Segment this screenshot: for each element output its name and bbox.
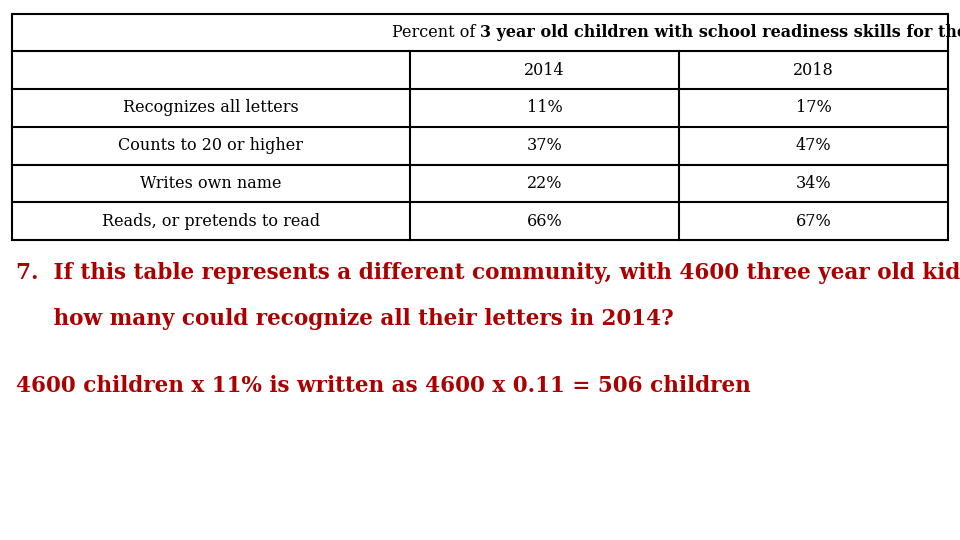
Text: Counts to 20 or higher: Counts to 20 or higher (118, 137, 303, 154)
Text: 34%: 34% (796, 175, 831, 192)
Text: Reads, or pretends to read: Reads, or pretends to read (102, 213, 320, 230)
Text: 4600 children x 11% is written as 4600 x 0.11 = 506 children: 4600 children x 11% is written as 4600 x… (16, 375, 751, 397)
Text: Writes own name: Writes own name (140, 175, 281, 192)
Text: Recognizes all letters: Recognizes all letters (123, 99, 299, 117)
Text: how many could recognize all their letters in 2014?: how many could recognize all their lette… (16, 308, 674, 330)
Text: 2018: 2018 (793, 62, 834, 79)
Text: 11%: 11% (526, 99, 563, 117)
Text: 66%: 66% (526, 213, 563, 230)
Text: 47%: 47% (796, 137, 831, 154)
Text: 37%: 37% (526, 137, 563, 154)
Text: Percent of: Percent of (392, 24, 480, 41)
Text: 22%: 22% (527, 175, 563, 192)
Text: 67%: 67% (796, 213, 831, 230)
Text: 7.  If this table represents a different community, with 4600 three year old kid: 7. If this table represents a different … (16, 262, 960, 284)
Text: 2014: 2014 (524, 62, 564, 79)
Text: 17%: 17% (796, 99, 831, 117)
Text: 3 year old children with school readiness skills for the years 2014 and 2018: 3 year old children with school readines… (480, 24, 960, 41)
Bar (12, 14, 948, 240)
